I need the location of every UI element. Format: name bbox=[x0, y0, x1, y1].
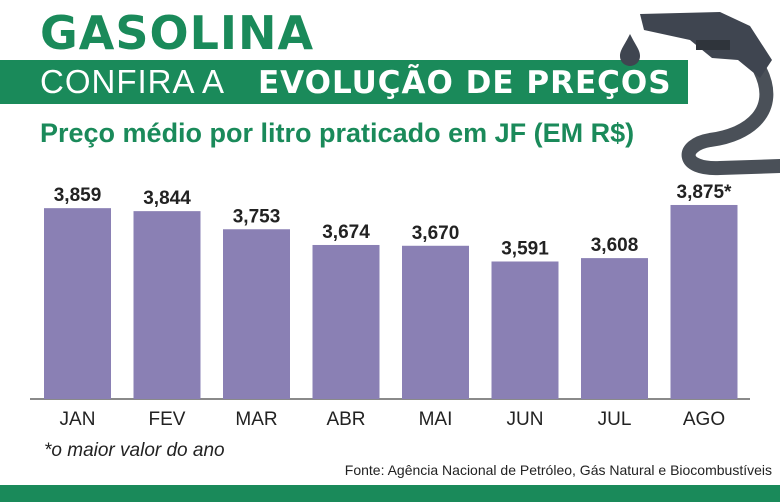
value-label-fev: 3,844 bbox=[143, 188, 191, 209]
page-title: GASOLINA bbox=[40, 6, 315, 60]
value-label-jan: 3,859 bbox=[54, 185, 102, 206]
value-label-mar: 3,753 bbox=[233, 206, 281, 227]
bar-jun bbox=[491, 261, 559, 399]
value-label-jul: 3,608 bbox=[591, 235, 639, 256]
footnote: *o maior valor do ano bbox=[44, 440, 225, 461]
value-label-ago: 3,875* bbox=[677, 182, 733, 203]
x-tick-label-mai: MAI bbox=[419, 409, 453, 430]
bar-mai bbox=[402, 245, 469, 399]
x-tick-label-jun: JUN bbox=[507, 409, 544, 430]
bar-fev bbox=[133, 211, 201, 399]
value-label-abr: 3,674 bbox=[322, 222, 370, 243]
price-bar-chart: 3,859 JAN 3,844 FEV 3,753 MAR 3,674 ABR 3,670 MAI… bbox=[30, 182, 750, 430]
chart-subtitle: Preço médio por litro praticado em JF (E… bbox=[40, 118, 635, 148]
bottom-bar bbox=[0, 485, 780, 502]
header-banner: CONFIRA A EVOLUÇÃO DE PREÇOS bbox=[0, 60, 688, 104]
fuel-nozzle-icon bbox=[620, 12, 780, 176]
bar-mar bbox=[223, 229, 290, 399]
x-tick-label-jul: JUL bbox=[598, 409, 632, 430]
bar-ago bbox=[670, 204, 738, 399]
x-tick-label-fev: FEV bbox=[149, 409, 186, 430]
bar-jul bbox=[581, 258, 648, 399]
x-tick-label-abr: ABR bbox=[326, 409, 365, 430]
x-tick-label-mar: MAR bbox=[235, 409, 277, 430]
bar-abr bbox=[312, 244, 380, 399]
value-label-jun: 3,591 bbox=[501, 238, 549, 259]
banner-text-light: CONFIRA A bbox=[40, 63, 226, 100]
x-tick-label-ago: AGO bbox=[683, 409, 725, 430]
banner-text-bold: EVOLUÇÃO DE PREÇOS bbox=[258, 65, 672, 101]
source-note: Fonte: Agência Nacional de Petróleo, Gás… bbox=[344, 462, 772, 478]
x-tick-label-jan: JAN bbox=[60, 409, 96, 430]
bar-jan bbox=[44, 208, 111, 399]
value-label-mai: 3,670 bbox=[412, 223, 460, 244]
